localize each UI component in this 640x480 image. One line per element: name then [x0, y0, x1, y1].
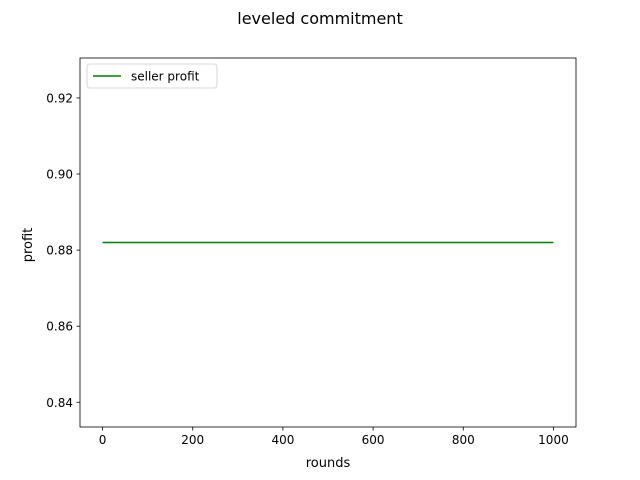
y-tick-label: 0.88 [46, 244, 73, 258]
y-tick-label: 0.92 [46, 91, 73, 105]
axes-frame [79, 57, 577, 428]
x-tick-label: 200 [181, 433, 204, 447]
chart-title: leveled commitment [237, 9, 402, 28]
y-tick-label: 0.84 [46, 396, 73, 410]
x-tick-label: 800 [452, 433, 475, 447]
y-axis-label: profit [21, 228, 36, 263]
x-tick-label: 400 [271, 433, 294, 447]
legend: seller profit [86, 63, 218, 89]
legend-label: seller profit [131, 70, 200, 84]
x-axis-label: rounds [306, 456, 351, 471]
x-tick-label: 1000 [538, 433, 569, 447]
legend-box [86, 63, 218, 89]
y-axis: 0.84 0.86 0.88 0.90 0.92 [46, 91, 80, 410]
plot-area [79, 57, 577, 428]
y-tick-label: 0.90 [46, 168, 73, 182]
x-tick-label: 600 [362, 433, 385, 447]
x-axis: 0 200 400 600 800 1000 [99, 427, 569, 447]
y-tick-label: 0.86 [46, 320, 73, 334]
x-tick-label: 0 [99, 433, 107, 447]
